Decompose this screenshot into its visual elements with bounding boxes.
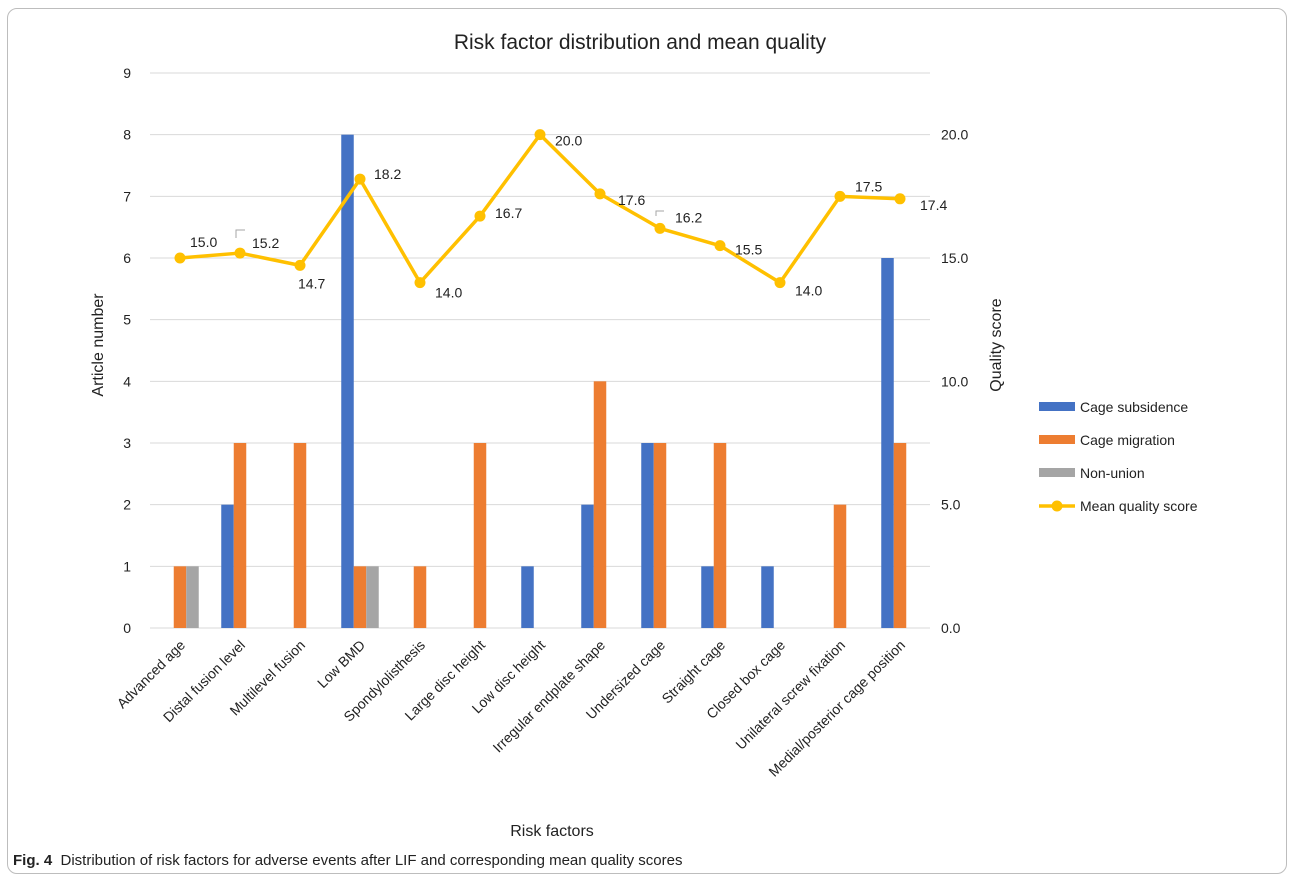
- bar-cage-migration: [653, 443, 667, 628]
- point-mean-quality-score: [534, 129, 546, 141]
- x-tick-label: Irregular endplate shape: [489, 637, 608, 756]
- bar-cage-migration: [173, 566, 187, 628]
- point-mean-quality-score: [594, 188, 606, 200]
- data-label: 17.4: [920, 197, 947, 213]
- point-mean-quality-score: [354, 173, 366, 185]
- point-mean-quality-score: [234, 247, 246, 259]
- y2-tick-label: 10.0: [941, 373, 968, 389]
- caption-text: Distribution of risk factors for adverse…: [60, 852, 683, 869]
- bar-cage-migration: [413, 566, 427, 628]
- line-mean-quality-score: [179, 132, 901, 285]
- point-mean-quality-score: [654, 222, 666, 234]
- bar-non-union: [366, 566, 379, 628]
- data-label: 16.7: [495, 205, 522, 221]
- data-label: 16.2: [675, 209, 702, 225]
- y2-tick-label: 15.0: [941, 250, 968, 266]
- figure-frame: [7, 8, 1287, 874]
- bar-cage-subsidence: [701, 566, 714, 628]
- y-tick-label: 0: [123, 620, 131, 636]
- chart-title: Risk factor distribution and mean qualit…: [454, 31, 827, 54]
- y-tick-label: 3: [123, 435, 131, 451]
- y2-tick-label: 20.0: [941, 127, 968, 143]
- label-leader-line: [655, 210, 664, 216]
- y-tick-label: 2: [123, 497, 131, 513]
- bar-cage-subsidence: [521, 566, 534, 628]
- y-tick-label: 4: [123, 373, 131, 389]
- point-mean-quality-score: [714, 240, 726, 252]
- data-label: 17.5: [855, 178, 882, 194]
- x-axis-label: Risk factors: [510, 823, 594, 840]
- point-mean-quality-score: [294, 259, 306, 271]
- bar-cage-migration: [233, 443, 247, 628]
- bar-cage-subsidence: [641, 443, 654, 628]
- point-mean-quality-score: [414, 277, 426, 289]
- y-tick-label: 8: [123, 127, 131, 143]
- bar-cage-subsidence: [221, 504, 234, 628]
- legend-label: Non-union: [1080, 465, 1145, 481]
- y-axis-label: Article number: [90, 293, 107, 397]
- legend-label: Mean quality score: [1080, 498, 1198, 514]
- y-tick-label: 9: [123, 65, 131, 81]
- data-label: 14.0: [435, 285, 462, 301]
- figure-caption: Fig. 4 Distribution of risk factors for …: [13, 852, 682, 869]
- y2-axis-label: Quality score: [988, 298, 1005, 391]
- point-mean-quality-score: [834, 190, 846, 202]
- point-mean-quality-score: [174, 252, 186, 264]
- legend-swatch: [1051, 500, 1063, 512]
- y2-tick-label: 5.0: [941, 497, 961, 513]
- data-label: 15.2: [252, 235, 279, 251]
- point-mean-quality-score: [894, 193, 906, 205]
- bar-cage-migration: [353, 566, 367, 628]
- bar-cage-subsidence: [341, 134, 354, 628]
- x-tick-label: Low BMD: [314, 637, 368, 691]
- x-tick-label: Unilateral screw fixation: [732, 637, 848, 753]
- bar-cage-migration: [593, 381, 607, 628]
- bar-cage-migration: [893, 443, 907, 628]
- bar-cage-subsidence: [761, 566, 774, 628]
- bar-cage-migration: [293, 443, 307, 628]
- legend-swatch: [1039, 435, 1075, 444]
- bar-cage-subsidence: [581, 504, 594, 628]
- bar-cage-migration: [473, 443, 487, 628]
- y-tick-label: 1: [123, 558, 131, 574]
- data-label: 18.2: [374, 166, 401, 182]
- bar-cage-migration: [833, 504, 847, 628]
- data-label: 15.0: [190, 234, 217, 250]
- data-label: 14.7: [298, 275, 325, 291]
- y-tick-label: 5: [123, 312, 131, 328]
- legend-swatch: [1039, 402, 1075, 411]
- data-label: 20.0: [555, 133, 582, 149]
- bar-cage-migration: [713, 443, 727, 628]
- label-leader-line: [235, 229, 245, 238]
- data-label: 17.6: [618, 192, 645, 208]
- y2-tick-label: 0.0: [941, 620, 961, 636]
- legend-label: Cage migration: [1080, 432, 1175, 448]
- bar-non-union: [186, 566, 199, 628]
- caption-label: Fig. 4: [13, 852, 53, 869]
- point-mean-quality-score: [474, 210, 486, 222]
- data-label: 14.0: [795, 283, 822, 299]
- y-tick-label: 7: [123, 188, 131, 204]
- legend-swatch: [1039, 468, 1075, 477]
- legend-label: Cage subsidence: [1080, 399, 1188, 415]
- data-label: 15.5: [735, 242, 762, 258]
- point-mean-quality-score: [774, 277, 786, 289]
- y-tick-label: 6: [123, 250, 131, 266]
- bar-cage-subsidence: [881, 258, 894, 628]
